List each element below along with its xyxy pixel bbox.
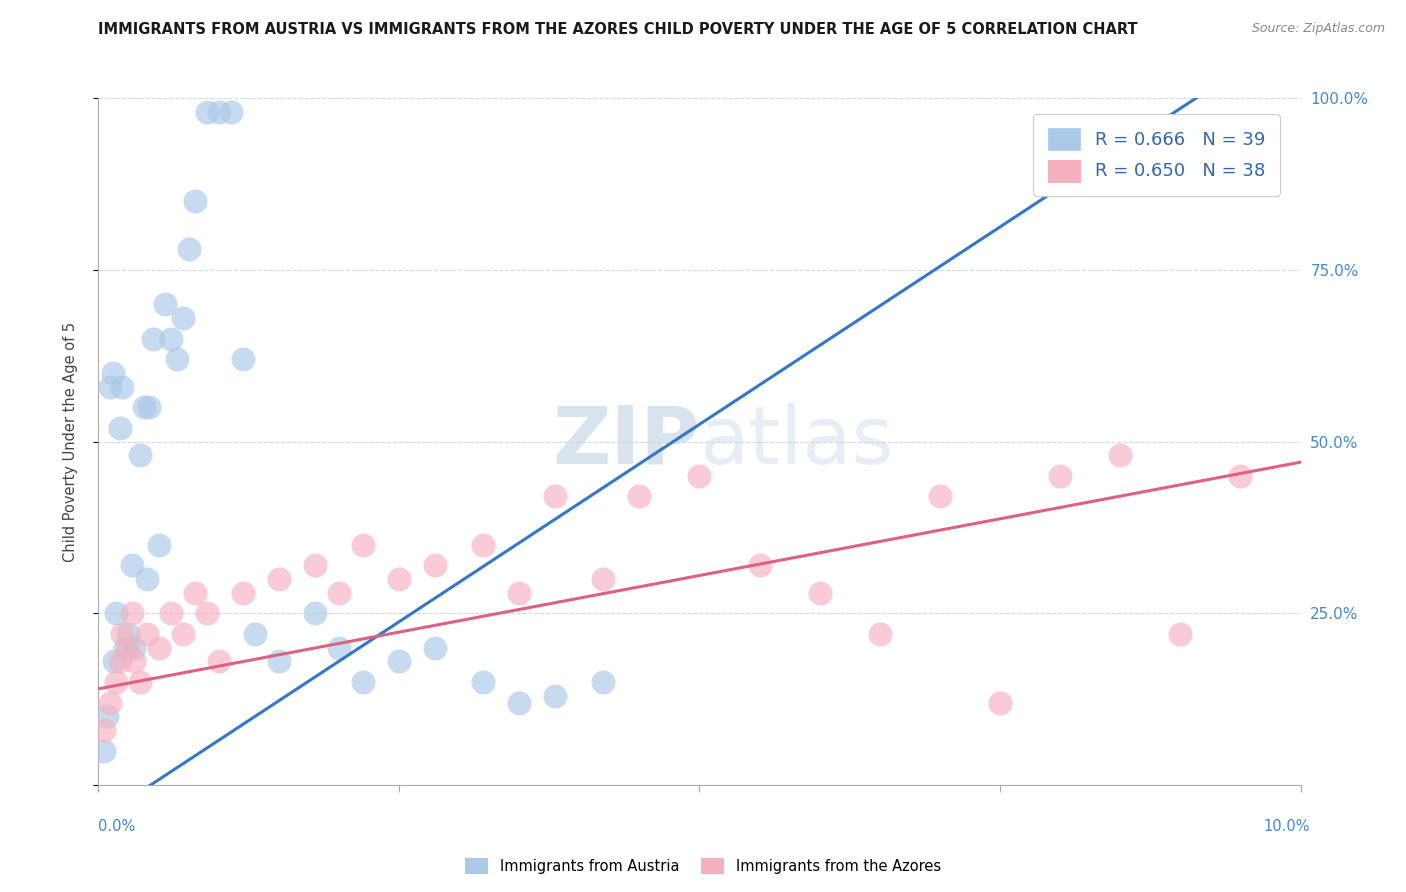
Point bbox=[93, 744, 115, 758]
Point bbox=[219, 104, 242, 119]
Point bbox=[423, 640, 446, 655]
Point bbox=[592, 675, 614, 690]
Point bbox=[352, 537, 374, 551]
Point bbox=[267, 572, 290, 586]
Point bbox=[108, 654, 131, 668]
Point bbox=[544, 689, 567, 703]
Point bbox=[177, 242, 200, 256]
Point bbox=[267, 654, 290, 668]
Point bbox=[148, 640, 170, 655]
Point bbox=[183, 194, 205, 209]
Point bbox=[105, 607, 128, 621]
Point bbox=[124, 654, 146, 668]
Point bbox=[183, 585, 205, 599]
Point bbox=[105, 675, 128, 690]
Text: ZIP: ZIP bbox=[553, 402, 700, 481]
Point bbox=[101, 366, 124, 380]
Point bbox=[172, 627, 194, 641]
Point bbox=[592, 572, 614, 586]
Point bbox=[1170, 627, 1192, 641]
Point bbox=[96, 709, 118, 723]
Point bbox=[129, 675, 152, 690]
Point bbox=[117, 640, 139, 655]
Point bbox=[869, 627, 891, 641]
Point bbox=[195, 104, 218, 119]
Point bbox=[304, 558, 326, 573]
Point bbox=[388, 654, 411, 668]
Point bbox=[388, 572, 411, 586]
Point bbox=[472, 537, 495, 551]
Point bbox=[111, 627, 134, 641]
Legend: R = 0.666   N = 39, R = 0.650   N = 38: R = 0.666 N = 39, R = 0.650 N = 38 bbox=[1033, 114, 1279, 196]
Point bbox=[117, 627, 139, 641]
Point bbox=[423, 558, 446, 573]
Point bbox=[103, 654, 125, 668]
Point bbox=[166, 352, 188, 367]
Text: atlas: atlas bbox=[700, 402, 894, 481]
Point bbox=[111, 379, 134, 393]
Point bbox=[208, 654, 231, 668]
Point bbox=[748, 558, 770, 573]
Point bbox=[988, 696, 1011, 710]
Point bbox=[628, 490, 651, 504]
Point bbox=[132, 400, 155, 414]
Text: 10.0%: 10.0% bbox=[1264, 820, 1310, 834]
Point bbox=[1109, 448, 1132, 462]
Point bbox=[195, 607, 218, 621]
Point bbox=[114, 640, 136, 655]
Point bbox=[328, 585, 350, 599]
Point bbox=[138, 400, 160, 414]
Point bbox=[304, 607, 326, 621]
Point bbox=[1049, 469, 1071, 483]
Point bbox=[129, 448, 152, 462]
Point bbox=[1229, 469, 1251, 483]
Point bbox=[93, 723, 115, 737]
Point bbox=[508, 696, 530, 710]
Point bbox=[148, 537, 170, 551]
Point bbox=[100, 379, 122, 393]
Point bbox=[141, 332, 163, 346]
Point bbox=[544, 490, 567, 504]
Legend: Immigrants from Austria, Immigrants from the Azores: Immigrants from Austria, Immigrants from… bbox=[458, 852, 948, 880]
Text: Source: ZipAtlas.com: Source: ZipAtlas.com bbox=[1251, 22, 1385, 36]
Point bbox=[135, 572, 157, 586]
Point bbox=[208, 104, 231, 119]
Point bbox=[100, 696, 122, 710]
Point bbox=[135, 627, 157, 641]
Point bbox=[172, 310, 194, 325]
Text: IMMIGRANTS FROM AUSTRIA VS IMMIGRANTS FROM THE AZORES CHILD POVERTY UNDER THE AG: IMMIGRANTS FROM AUSTRIA VS IMMIGRANTS FR… bbox=[98, 22, 1137, 37]
Point bbox=[108, 421, 131, 435]
Point bbox=[159, 332, 181, 346]
Point bbox=[121, 558, 143, 573]
Point bbox=[153, 297, 176, 311]
Point bbox=[243, 627, 266, 641]
Text: 0.0%: 0.0% bbox=[98, 820, 135, 834]
Point bbox=[929, 490, 952, 504]
Point bbox=[472, 675, 495, 690]
Point bbox=[808, 585, 831, 599]
Point bbox=[121, 607, 143, 621]
Point bbox=[689, 469, 711, 483]
Point bbox=[232, 352, 254, 367]
Point bbox=[124, 640, 146, 655]
Point bbox=[508, 585, 530, 599]
Point bbox=[232, 585, 254, 599]
Point bbox=[159, 607, 181, 621]
Y-axis label: Child Poverty Under the Age of 5: Child Poverty Under the Age of 5 bbox=[63, 321, 77, 562]
Point bbox=[328, 640, 350, 655]
Point bbox=[352, 675, 374, 690]
